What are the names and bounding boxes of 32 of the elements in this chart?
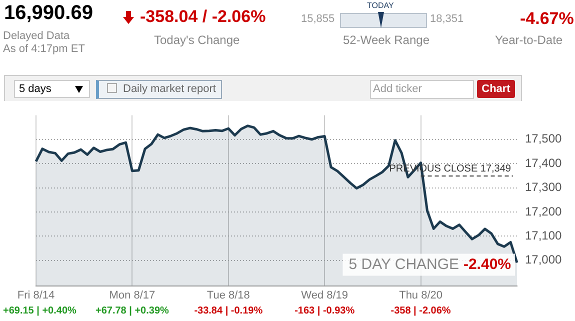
text: As of 4:17pm ET (3, 43, 85, 55)
x-tick-label: Mon 8/17 (109, 289, 156, 302)
y-tick-label: 17,200 (525, 204, 562, 218)
text: Chart (477, 80, 515, 98)
text: +67.78 | +0.39% (95, 306, 170, 317)
text: Today's Change (154, 33, 240, 47)
text: -33.84 | -0.19% (194, 306, 263, 317)
text: 18,351 (430, 13, 464, 25)
report-checkbox: Daily market report (96, 80, 222, 99)
annotation: 5 DAY CHANGE -2.40% (348, 256, 512, 273)
text: 52-Week Range (343, 33, 430, 47)
y-tick-label: 17,300 (525, 180, 562, 194)
text: Add ticker (370, 80, 474, 99)
x-tick-label: Wed 8/19 (301, 289, 348, 302)
text: Year-to-Date (495, 33, 563, 47)
x-tick-label: Tue 8/18 (206, 289, 250, 302)
text: +69.15 | +0.40% (2, 306, 77, 317)
text: -163 | -0.93% (294, 306, 355, 317)
period-select: 5 days (14, 80, 90, 98)
text: 15,855 (301, 13, 335, 25)
y-tick-label: 17,500 (525, 132, 562, 146)
text: -4.67% (520, 9, 574, 29)
text: 16,990.69 (4, 2, 93, 25)
x-tick-label: Thu 8/20 (399, 289, 443, 302)
text: TODAY (367, 1, 394, 10)
x-tick-label: Fri 8/14 (17, 289, 55, 302)
y-tick-label: 17,100 (525, 228, 562, 243)
text: Delayed Data (3, 30, 70, 42)
y-tick-label: 17,000 (525, 252, 562, 267)
text: -358 | -2.06% (390, 306, 451, 317)
y-tick-label: 17,400 (525, 156, 562, 170)
text: -358.04 / -2.06% (140, 7, 266, 27)
